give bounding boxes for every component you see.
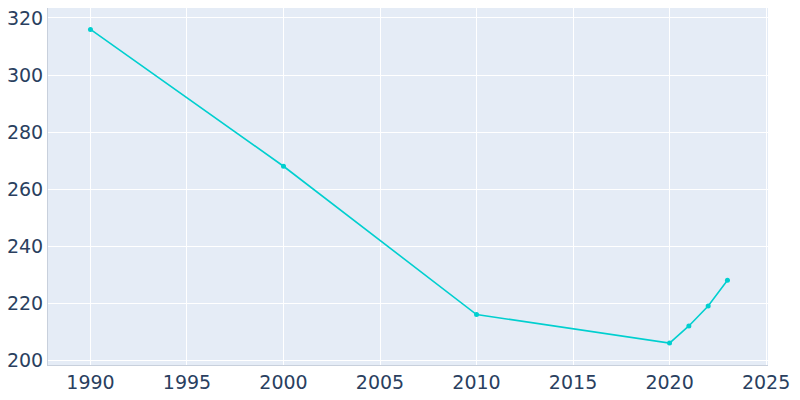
svg-text:260: 260 bbox=[7, 178, 43, 200]
svg-text:220: 220 bbox=[7, 292, 43, 314]
svg-text:2025: 2025 bbox=[742, 371, 790, 393]
svg-text:280: 280 bbox=[7, 121, 43, 143]
svg-text:1995: 1995 bbox=[163, 371, 211, 393]
svg-text:2005: 2005 bbox=[356, 371, 404, 393]
svg-text:320: 320 bbox=[7, 7, 43, 29]
svg-text:200: 200 bbox=[7, 349, 43, 371]
svg-text:300: 300 bbox=[7, 64, 43, 86]
svg-text:240: 240 bbox=[7, 235, 43, 257]
svg-text:2000: 2000 bbox=[259, 371, 307, 393]
svg-text:1990: 1990 bbox=[66, 371, 114, 393]
svg-text:2010: 2010 bbox=[452, 371, 500, 393]
svg-text:2020: 2020 bbox=[645, 371, 693, 393]
svg-text:2015: 2015 bbox=[549, 371, 597, 393]
